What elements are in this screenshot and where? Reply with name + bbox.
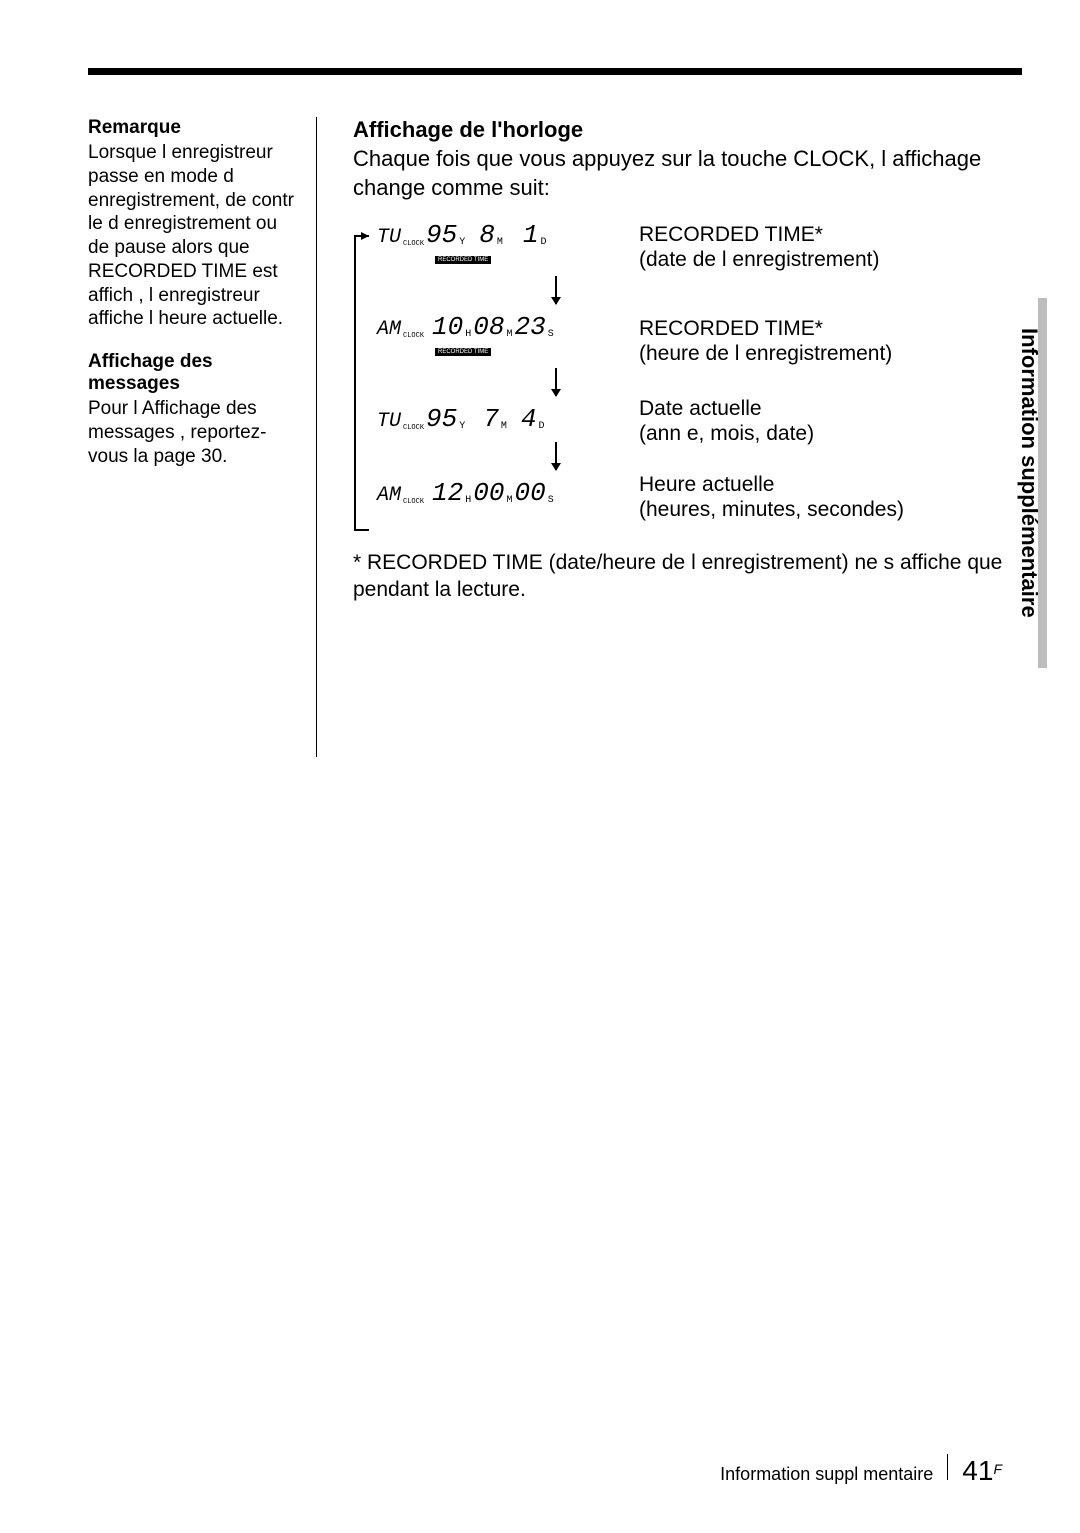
lcd-prefix: AM	[377, 320, 401, 340]
lcd-d1: 12	[432, 480, 463, 506]
side-tab-label: Information supplémentaire	[1016, 322, 1042, 618]
lcd-prefix: TU	[377, 412, 401, 432]
lcd-row: AM CLOCK 12H 00M 00S	[377, 480, 625, 506]
top-rule	[88, 68, 1022, 75]
lcd-u1: H	[465, 329, 471, 340]
lcd-u3: D	[541, 237, 547, 248]
lcd-d2: 08	[473, 314, 504, 340]
messages-body: Pour l Affichage des messages , reportez…	[88, 397, 298, 468]
label-title: Heure actuelle	[639, 472, 1022, 497]
lcd-d3: 23	[515, 314, 546, 340]
remark-heading: Remarque	[88, 117, 298, 139]
lcd-d3: 00	[515, 480, 546, 506]
lcd-d1: 95	[426, 406, 457, 432]
label-sub: (ann e, mois, date)	[639, 421, 1022, 446]
lcd-u1: Y	[459, 421, 465, 432]
clock-label: CLOCK	[403, 498, 424, 506]
lcd-u2: M	[506, 495, 512, 506]
lcd-row: TU CLOCK 95Y 7M 4D	[377, 406, 625, 432]
lcd-prefix: AM	[377, 486, 401, 506]
label-sub: (heures, minutes, secondes)	[639, 497, 1022, 522]
page-number: 41	[962, 1455, 993, 1487]
lcd-u3: S	[548, 329, 554, 340]
messages-heading: Affichage des messages	[88, 351, 298, 395]
label-title: RECORDED TIME*	[639, 222, 1022, 247]
clock-label: CLOCK	[403, 240, 424, 248]
clock-intro: Chaque fois que vous appuyez sur la touc…	[353, 145, 1022, 202]
lcd-u1: Y	[459, 237, 465, 248]
label-title: Date actuelle	[639, 396, 1022, 421]
lcd-d2: 7	[483, 406, 499, 432]
recorded-time-badge: RECORDED TIME	[435, 348, 491, 356]
row-labels: RECORDED TIME* (date de l enregistrement…	[625, 222, 1022, 522]
lcd-u2: M	[506, 329, 512, 340]
footer-section: Information suppl mentaire	[720, 1464, 933, 1485]
left-column: Remarque Lorsque l enregistreur passe en…	[88, 117, 316, 757]
lcd-d3: 1	[523, 222, 539, 248]
lcd-d1: 95	[426, 222, 457, 248]
down-arrow-icon	[555, 442, 557, 470]
page-number-sup: F	[993, 1461, 1002, 1477]
lcd-d3: 4	[521, 406, 537, 432]
lcd-u2: M	[497, 237, 503, 248]
clock-diagram: TU CLOCK 95Y 8M 1D RECORDED TIME	[377, 222, 625, 506]
lcd-prefix: TU	[377, 228, 401, 248]
lcd-d1: 10	[432, 314, 463, 340]
label-title: RECORDED TIME*	[639, 316, 1022, 341]
lcd-row: AM CLOCK 10H 08M 23S RECORDED TIME	[377, 314, 625, 358]
loop-bracket	[347, 232, 375, 542]
lcd-u3: S	[548, 495, 554, 506]
clock-heading: Affichage de l'horloge	[353, 117, 1022, 143]
page-footer: Information suppl mentaire 41F	[0, 1454, 1080, 1487]
clock-label: CLOCK	[403, 424, 424, 432]
lcd-row: TU CLOCK 95Y 8M 1D RECORDED TIME	[377, 222, 625, 266]
lcd-d2: 00	[473, 480, 504, 506]
footer-separator	[947, 1454, 948, 1480]
recorded-time-badge: RECORDED TIME	[435, 256, 491, 264]
right-column: Affichage de l'horloge Chaque fois que v…	[317, 117, 1022, 757]
remark-body: Lorsque l enregistreur passe en mode d e…	[88, 141, 298, 331]
footnote: * RECORDED TIME (date/heure de l enregis…	[353, 549, 1022, 604]
lcd-u3: D	[539, 421, 545, 432]
clock-label: CLOCK	[403, 332, 424, 340]
label-sub: (date de l enregistrement)	[639, 247, 1022, 272]
down-arrow-icon	[555, 276, 557, 304]
down-arrow-icon	[555, 368, 557, 396]
lcd-d2: 8	[479, 222, 495, 248]
label-sub: (heure de l enregistrement)	[639, 341, 1022, 366]
lcd-u2: M	[501, 421, 507, 432]
lcd-u1: H	[465, 495, 471, 506]
